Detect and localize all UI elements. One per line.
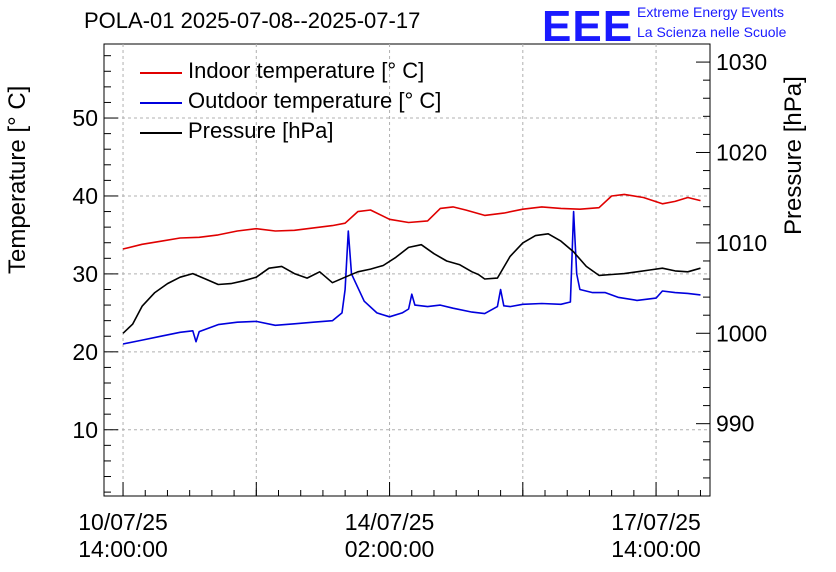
x-tick-label-date: 10/07/25	[78, 509, 168, 535]
legend-swatch-indoor	[140, 72, 182, 74]
series-line-2	[122, 233, 701, 334]
logo-line1: Extreme Energy Events	[637, 4, 785, 20]
series-line-1	[122, 210, 701, 345]
y-axis-right-label: Pressure [hPa]	[780, 76, 807, 235]
eee-logo: EEE	[542, 2, 634, 51]
axis-ticks	[104, 43, 710, 496]
left-tick-label: 50	[72, 105, 98, 131]
right-tick-label: 1000	[716, 320, 767, 346]
right-tick-label: 1020	[716, 139, 767, 165]
right-tick-label: 990	[716, 411, 754, 437]
x-tick-label-time: 02:00:00	[345, 536, 435, 562]
left-tick-label: 20	[72, 339, 98, 365]
left-tick-label: 30	[72, 261, 98, 287]
right-tick-label: 1030	[716, 49, 767, 75]
left-tick-label: 40	[72, 183, 98, 209]
legend-label-outdoor: Outdoor temperature [° C]	[188, 88, 442, 113]
right-tick-label: 1010	[716, 230, 767, 256]
left-tick-label: 10	[72, 417, 98, 443]
chart-title: POLA-01 2025-07-08--2025-07-17	[84, 8, 421, 33]
x-tick-label-date: 17/07/25	[611, 509, 701, 535]
logo-line2: La Scienza nelle Scuole	[637, 24, 787, 40]
tick-labels: 1020304050990100010101020103010/07/2514:…	[72, 49, 767, 562]
data-series	[122, 193, 701, 345]
x-tick-label-time: 14:00:00	[611, 536, 701, 562]
legend-swatch-pressure	[140, 132, 182, 134]
x-tick-label-date: 14/07/25	[345, 509, 435, 535]
legend-label-indoor: Indoor temperature [° C]	[188, 58, 425, 83]
y-axis-left-label: Temperature [° C]	[4, 85, 31, 274]
plot-frame	[103, 43, 711, 497]
series-line-0	[122, 193, 701, 250]
legend-swatch-outdoor	[140, 102, 182, 104]
x-tick-label-time: 14:00:00	[78, 536, 168, 562]
legend-label-pressure: Pressure [hPa]	[188, 118, 334, 143]
